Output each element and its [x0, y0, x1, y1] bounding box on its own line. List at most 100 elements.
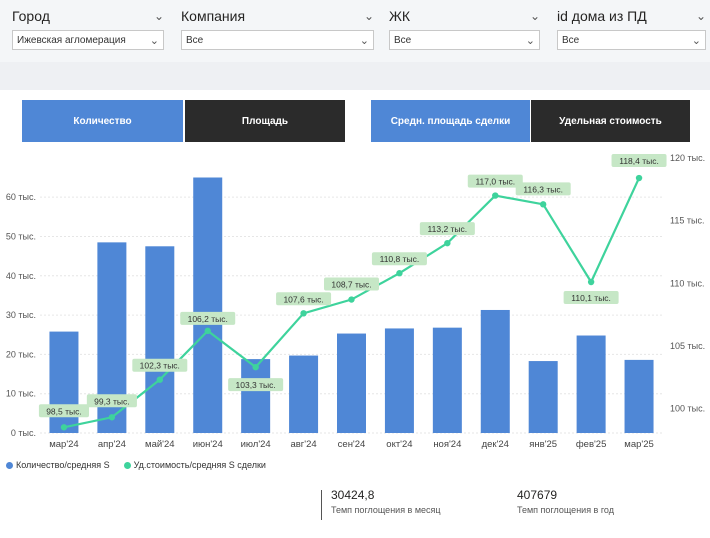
y-tick-left-label: 10 тыс. — [6, 389, 36, 399]
y-tick-left-label: 20 тыс. — [6, 349, 36, 359]
x-tick-label: июл'24 — [241, 439, 271, 450]
line-point — [587, 278, 595, 286]
filter-city-select[interactable]: Ижевская агломерация ⌄ — [12, 30, 164, 50]
bar — [289, 355, 319, 433]
bar — [241, 359, 271, 433]
y-tick-left-label: 0 тыс. — [11, 428, 36, 438]
line-point — [204, 327, 211, 335]
bar — [337, 333, 366, 433]
line-point — [444, 239, 451, 247]
y-tick-left-label: 50 тыс. — [6, 231, 36, 241]
tab-avg-deal-area[interactable]: Средн. площадь сделки — [371, 100, 530, 142]
filter-house-id: id дома из ПД ⌄ Все ⌄ — [557, 6, 706, 50]
filter-house-id-label: id дома из ПД — [557, 8, 647, 24]
y-tick-right-label: 105 тыс. — [670, 341, 705, 351]
data-label-bg — [86, 394, 137, 408]
x-tick-label: мар'25 — [624, 439, 653, 450]
y-tick-left-label: 30 тыс. — [6, 310, 36, 320]
data-label: 110,8 тыс. — [380, 254, 420, 264]
x-tick-label: сен'24 — [338, 439, 366, 450]
filter-complex-label: ЖК — [389, 8, 411, 24]
bar — [576, 335, 606, 433]
y-tick-right-label: 120 тыс. — [670, 153, 705, 163]
data-label-bg — [38, 404, 90, 418]
data-label: 110,1 тыс. — [571, 293, 611, 303]
x-tick-label: янв'25 — [529, 439, 557, 450]
data-label-bg — [563, 290, 619, 304]
y-tick-right-label: 115 тыс. — [670, 216, 704, 226]
filter-complex: ЖК ⌄ Все ⌄ — [389, 6, 540, 50]
bar — [480, 309, 510, 433]
legend-item-bars[interactable]: Количество/средняя S — [6, 460, 110, 470]
filter-city-label: Город — [12, 8, 50, 24]
tab-quantity[interactable]: Количество — [22, 100, 183, 142]
tab-unit-price[interactable]: Удельная стоимость — [531, 100, 690, 142]
filter-house-id-select[interactable]: Все ⌄ — [557, 30, 706, 50]
data-label: 117,0 тыс. — [475, 177, 515, 187]
x-tick-label: май'24 — [145, 439, 175, 450]
bar — [624, 359, 654, 433]
kpi-monthly-value: 30424,8 — [331, 488, 375, 502]
kpi-monthly: 30424,8 Темп поглощения в месяц — [331, 488, 441, 515]
x-tick-label: апр'24 — [98, 439, 126, 450]
legend-line-swatch — [123, 461, 131, 469]
data-label: 106,2 тыс. — [188, 314, 228, 324]
filter-house-id-value: Все — [562, 35, 580, 46]
chart-panel: Количество Площадь Средн. площадь сделки… — [0, 90, 710, 538]
chevron-down-icon: ⌄ — [525, 35, 535, 47]
kpi-divider — [321, 490, 322, 520]
filter-company: Компания ⌄ Все ⌄ — [181, 6, 374, 50]
y-tick-right-label: 100 тыс. — [670, 404, 705, 414]
data-label: 116,3 тыс. — [523, 184, 563, 194]
filter-city-value: Ижевская агломерация — [17, 35, 126, 46]
bar — [384, 328, 414, 433]
data-label-bg — [228, 378, 284, 392]
filter-complex-select[interactable]: Все ⌄ — [389, 30, 540, 50]
x-tick-label: мар'24 — [49, 439, 78, 450]
bar — [145, 246, 175, 433]
data-label-bg — [515, 182, 571, 196]
line-point — [396, 270, 403, 277]
kpi-yearly: 407679 Темп поглощения в год — [517, 488, 614, 515]
data-label-bg — [371, 252, 427, 266]
filter-complex-value: Все — [394, 35, 412, 46]
chevron-down-icon: ⌄ — [691, 35, 701, 47]
chevron-down-icon[interactable]: ⌄ — [363, 9, 374, 23]
data-label: 113,2 тыс. — [428, 224, 468, 234]
line-point — [539, 201, 547, 208]
filter-bar: Город ⌄ Ижевская агломерация ⌄ Компания ⌄ В… — [0, 0, 710, 62]
line-point — [156, 376, 164, 383]
data-label-bg — [276, 292, 332, 306]
filter-company-value: Все — [186, 35, 204, 46]
x-tick-label: ноя'24 — [433, 439, 461, 450]
tab-area[interactable]: Площадь — [185, 100, 345, 142]
data-label: 102,3 тыс. — [140, 361, 180, 371]
filter-company-select[interactable]: Все ⌄ — [181, 30, 374, 50]
chevron-down-icon: ⌄ — [149, 35, 159, 47]
legend-line-label: Уд.стоимость/средняя S сделки — [133, 460, 266, 470]
data-label: 107,6 тыс. — [283, 294, 323, 304]
chevron-down-icon[interactable]: ⌄ — [695, 9, 706, 23]
chevron-down-icon[interactable]: ⌄ — [529, 9, 540, 23]
legend-bar-label: Количество/средняя S — [16, 460, 110, 470]
combo-chart: 0 тыс. 10 тыс. 20 тыс. 30 тыс. 40 тыс. 50 тыс… — [6, 153, 705, 450]
bar — [193, 177, 223, 433]
chart-legend: Количество/средняя S Уд.стоимость/средня… — [6, 460, 266, 470]
x-tick-label: дек'24 — [482, 439, 509, 450]
chevron-down-icon[interactable]: ⌄ — [153, 9, 164, 23]
bar — [432, 327, 462, 433]
line-point — [492, 192, 499, 199]
bar — [49, 331, 79, 433]
data-label: 99,3 тыс. — [94, 396, 130, 406]
data-label: 98,5 тыс. — [46, 406, 82, 416]
filter-company-label: Компания — [181, 8, 246, 24]
bar — [528, 361, 558, 433]
line-point — [252, 363, 259, 371]
data-label: 103,3 тыс. — [236, 380, 276, 390]
line-point — [60, 424, 68, 431]
data-label-bg — [180, 311, 236, 325]
x-tick-label: окт'24 — [386, 439, 412, 450]
legend-item-line[interactable]: Уд.стоимость/средняя S сделки — [123, 460, 266, 470]
x-tick-label: авг'24 — [290, 439, 316, 450]
x-tick-label: фев'25 — [576, 439, 607, 450]
